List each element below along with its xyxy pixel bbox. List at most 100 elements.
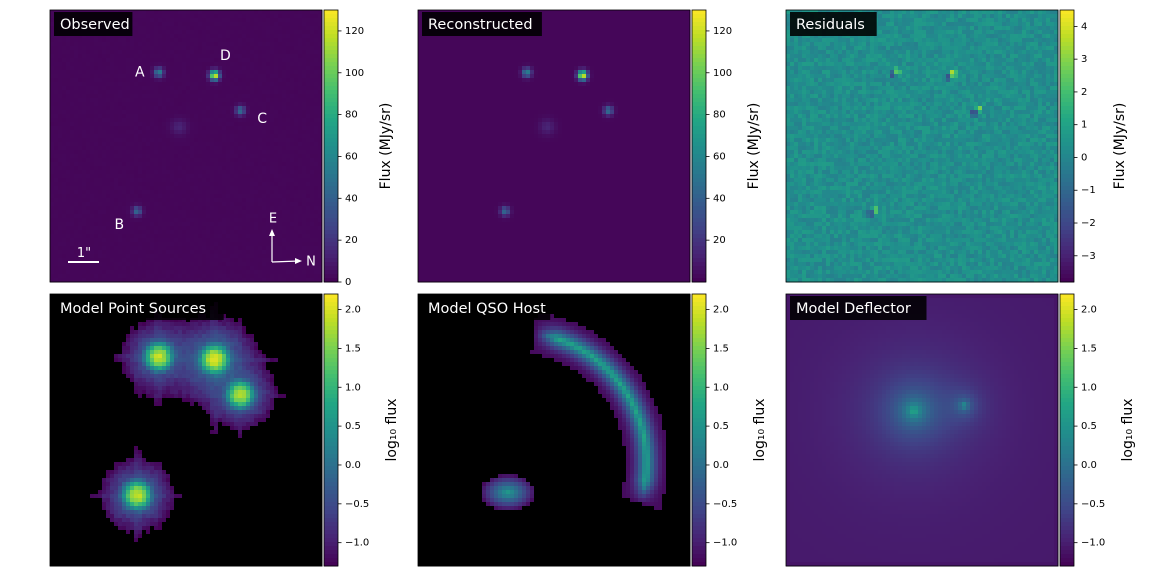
heatmap-cell: [306, 46, 310, 50]
heatmap-cell: [206, 58, 210, 62]
heatmap-cell: [234, 38, 238, 42]
heatmap-cell: [214, 38, 218, 42]
heatmap-cell: [226, 90, 230, 94]
heatmap-cell: [282, 98, 286, 102]
heatmap-cell: [202, 94, 206, 98]
heatmap-cell: [306, 58, 310, 62]
heatmap-cell: [274, 42, 278, 46]
heatmap-cell: [290, 106, 294, 110]
heatmap-cell: [250, 86, 254, 90]
heatmap-cell: [150, 70, 154, 74]
heatmap-cell: [58, 82, 62, 86]
heatmap-cell: [238, 42, 242, 46]
heatmap-cell: [182, 30, 186, 34]
heatmap-cell: [94, 62, 98, 66]
heatmap-cell: [278, 106, 282, 110]
heatmap-cell: [198, 66, 202, 70]
heatmap-cell: [150, 14, 154, 18]
heatmap-cell: [118, 110, 122, 114]
heatmap-cell: [262, 34, 266, 38]
heatmap-cell: [170, 54, 174, 58]
heatmap-cell: [74, 86, 78, 90]
heatmap-cell: [242, 62, 246, 66]
heatmap-cell: [90, 54, 94, 58]
heatmap-cell: [298, 34, 302, 38]
heatmap-cell: [166, 34, 170, 38]
heatmap-cell: [138, 10, 142, 14]
heatmap-cell: [218, 110, 222, 114]
heatmap-cell: [146, 94, 150, 98]
heatmap-cell: [134, 34, 138, 38]
heatmap-cell: [122, 78, 126, 82]
heatmap-cell: [230, 102, 234, 106]
heatmap-cell: [126, 94, 130, 98]
heatmap-cell: [186, 38, 190, 42]
heatmap-cell: [282, 50, 286, 54]
heatmap-cell: [182, 86, 186, 90]
heatmap-cell: [290, 70, 294, 74]
heatmap-cell: [54, 38, 58, 42]
heatmap-cell: [254, 66, 258, 70]
heatmap-cell: [270, 50, 274, 54]
heatmap-cell: [246, 98, 250, 102]
heatmap-cell: [70, 102, 74, 106]
heatmap-cell: [214, 26, 218, 30]
heatmap-cell: [154, 74, 158, 78]
heatmap-cell: [186, 46, 190, 50]
heatmap-cell: [214, 78, 218, 82]
heatmap-cell: [202, 26, 206, 30]
heatmap-cell: [250, 102, 254, 106]
heatmap-cell: [190, 50, 194, 54]
heatmap-cell: [170, 78, 174, 82]
heatmap-cell: [198, 50, 202, 54]
heatmap-cell: [190, 98, 194, 102]
heatmap-cell: [154, 46, 158, 50]
heatmap-cell: [134, 110, 138, 114]
heatmap-cell: [266, 70, 270, 74]
heatmap-cell: [74, 50, 78, 54]
heatmap-cell: [290, 10, 294, 14]
heatmap-cell: [238, 78, 242, 82]
heatmap-cell: [218, 38, 222, 42]
heatmap-cell: [178, 102, 182, 106]
heatmap-cell: [230, 14, 234, 18]
heatmap-cell: [282, 34, 286, 38]
heatmap-cell: [274, 94, 278, 98]
heatmap-cell: [306, 74, 310, 78]
heatmap-cell: [298, 106, 302, 110]
heatmap-cell: [138, 42, 142, 46]
heatmap-cell: [98, 102, 102, 106]
heatmap-cell: [254, 30, 258, 34]
heatmap-cell: [222, 18, 226, 22]
heatmap-cell: [66, 90, 70, 94]
heatmap-cell: [170, 86, 174, 90]
heatmap-cell: [178, 58, 182, 62]
heatmap-cell: [210, 42, 214, 46]
heatmap-cell: [54, 70, 58, 74]
heatmap-cell: [246, 62, 250, 66]
heatmap-cell: [158, 42, 162, 46]
heatmap-cell: [114, 58, 118, 62]
heatmap-cell: [306, 70, 310, 74]
heatmap-cell: [110, 78, 114, 82]
heatmap-cell: [254, 94, 258, 98]
heatmap-cell: [234, 58, 238, 62]
heatmap-cell: [106, 50, 110, 54]
heatmap-cell: [278, 58, 282, 62]
heatmap-cell: [214, 54, 218, 58]
heatmap-cell: [266, 34, 270, 38]
heatmap-cell: [166, 42, 170, 46]
heatmap-cell: [238, 106, 242, 110]
heatmap-cell: [282, 18, 286, 22]
heatmap-cell: [174, 18, 178, 22]
heatmap-cell: [154, 94, 158, 98]
heatmap-cell: [126, 86, 130, 90]
heatmap-cell: [78, 82, 82, 86]
heatmap-cell: [290, 34, 294, 38]
heatmap-cell: [254, 34, 258, 38]
heatmap-cell: [294, 86, 298, 90]
heatmap-cell: [150, 98, 154, 102]
heatmap-cell: [254, 90, 258, 94]
heatmap-cell: [186, 102, 190, 106]
heatmap-cell: [178, 62, 182, 66]
